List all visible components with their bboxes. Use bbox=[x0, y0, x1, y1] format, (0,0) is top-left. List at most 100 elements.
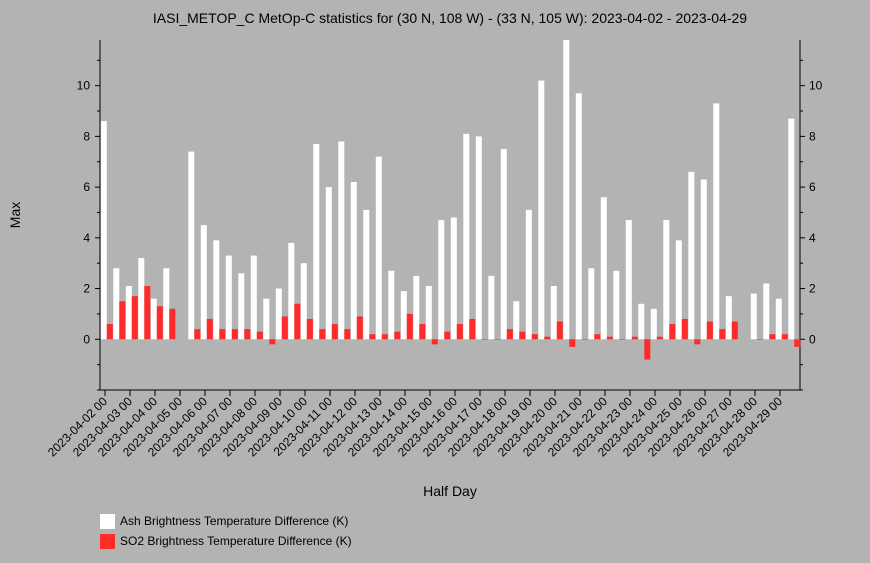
bar-so2 bbox=[294, 303, 301, 340]
bar-so2 bbox=[256, 331, 263, 340]
bar-ash bbox=[775, 298, 782, 340]
legend: Ash Brightness Temperature Difference (K… bbox=[100, 511, 352, 551]
bar-so2 bbox=[506, 329, 513, 340]
bar-so2 bbox=[519, 331, 526, 340]
bar-so2 bbox=[619, 339, 626, 340]
bar-so2 bbox=[194, 329, 201, 340]
bar-ash bbox=[350, 182, 357, 340]
bar-so2 bbox=[281, 316, 288, 340]
bar-so2 bbox=[481, 339, 488, 340]
bar-ash bbox=[238, 273, 245, 340]
bar-so2 bbox=[756, 339, 763, 340]
bar-ash bbox=[538, 80, 545, 340]
bar-so2 bbox=[444, 331, 451, 340]
bar-ash bbox=[338, 141, 345, 340]
bar-so2 bbox=[456, 324, 463, 340]
bar-ash bbox=[163, 268, 170, 340]
bar-so2 bbox=[319, 329, 326, 340]
bar-ash bbox=[325, 187, 332, 340]
x-axis-label: Half Day bbox=[423, 483, 477, 499]
bar-ash bbox=[763, 283, 770, 340]
bar-ash bbox=[725, 296, 732, 340]
bar-ash bbox=[475, 136, 482, 340]
bar-so2 bbox=[431, 339, 438, 345]
bar-so2 bbox=[694, 339, 701, 345]
bar-ash bbox=[250, 255, 257, 340]
y-tick-label-right: 4 bbox=[809, 231, 816, 245]
legend-label-so2: SO2 Brightness Temperature Difference (K… bbox=[120, 534, 352, 548]
chart-title: IASI_METOP_C MetOp-C statistics for (30 … bbox=[153, 10, 747, 26]
bar-ash bbox=[138, 258, 145, 340]
bar-so2 bbox=[681, 318, 688, 340]
bar-so2 bbox=[656, 336, 663, 340]
bar-so2 bbox=[156, 306, 163, 340]
bar-ash bbox=[625, 220, 632, 340]
y-tick-label: 10 bbox=[77, 79, 91, 93]
y-axis-label: Max bbox=[7, 202, 23, 228]
bar-so2 bbox=[144, 286, 151, 340]
y-tick-label-right: 10 bbox=[809, 79, 823, 93]
y-tick-label: 8 bbox=[83, 129, 90, 143]
bar-ash bbox=[663, 220, 670, 340]
bar-ash bbox=[113, 268, 120, 340]
legend-swatch-so2 bbox=[100, 533, 115, 549]
bar-so2 bbox=[206, 318, 213, 340]
bar-ash bbox=[713, 103, 720, 340]
bar-ash bbox=[413, 275, 420, 340]
bar-ash bbox=[700, 179, 707, 340]
bar-ash bbox=[375, 156, 382, 340]
bar-ash bbox=[638, 303, 645, 340]
bar-so2 bbox=[719, 329, 726, 340]
bar-so2 bbox=[131, 296, 138, 340]
bar-so2 bbox=[306, 318, 313, 340]
bar-so2 bbox=[269, 339, 276, 345]
y-tick-label: 2 bbox=[83, 282, 90, 296]
bar-ash bbox=[200, 225, 207, 340]
bar-ash bbox=[313, 143, 320, 340]
legend-item-ash: Ash Brightness Temperature Difference (K… bbox=[100, 511, 352, 531]
legend-swatch-ash bbox=[100, 513, 115, 529]
bar-so2 bbox=[606, 336, 613, 340]
bar-so2 bbox=[494, 339, 501, 340]
bar-so2 bbox=[344, 329, 351, 340]
y-tick-label-right: 8 bbox=[809, 129, 816, 143]
bar-so2 bbox=[769, 334, 776, 340]
y-tick-label: 4 bbox=[83, 231, 90, 245]
bar-ash bbox=[100, 121, 107, 340]
bar-so2 bbox=[119, 301, 126, 340]
legend-item-so2: SO2 Brightness Temperature Difference (K… bbox=[100, 531, 352, 551]
bar-so2 bbox=[581, 339, 588, 340]
bar-so2 bbox=[531, 334, 538, 340]
bar-ash bbox=[263, 298, 270, 340]
bar-ash bbox=[363, 209, 370, 340]
bar-ash bbox=[275, 288, 282, 340]
bar-so2 bbox=[794, 339, 801, 347]
bar-ash bbox=[563, 40, 570, 340]
bar-ash bbox=[525, 209, 532, 340]
bar-so2 bbox=[394, 331, 401, 340]
bar-so2 bbox=[669, 324, 676, 340]
bar-so2 bbox=[569, 339, 576, 347]
bar-ash bbox=[650, 308, 657, 340]
y-tick-label-right: 2 bbox=[809, 282, 816, 296]
bar-so2 bbox=[594, 334, 601, 340]
bar-ash bbox=[688, 171, 695, 340]
bar-ash bbox=[150, 298, 157, 340]
bar-so2 bbox=[781, 334, 788, 340]
bar-so2 bbox=[406, 313, 413, 340]
bar-so2 bbox=[381, 334, 388, 340]
bar-ash bbox=[788, 118, 795, 340]
bar-ash bbox=[400, 291, 407, 340]
bar-so2 bbox=[331, 324, 338, 340]
bar-ash bbox=[575, 93, 582, 340]
bar-ash bbox=[300, 263, 307, 340]
bar-so2 bbox=[706, 321, 713, 340]
bar-ash bbox=[463, 133, 470, 340]
bar-so2 bbox=[556, 321, 563, 340]
y-tick-label: 6 bbox=[83, 180, 90, 194]
bar-ash bbox=[600, 197, 607, 340]
bar-ash bbox=[288, 242, 295, 340]
bar-ash bbox=[488, 275, 495, 340]
